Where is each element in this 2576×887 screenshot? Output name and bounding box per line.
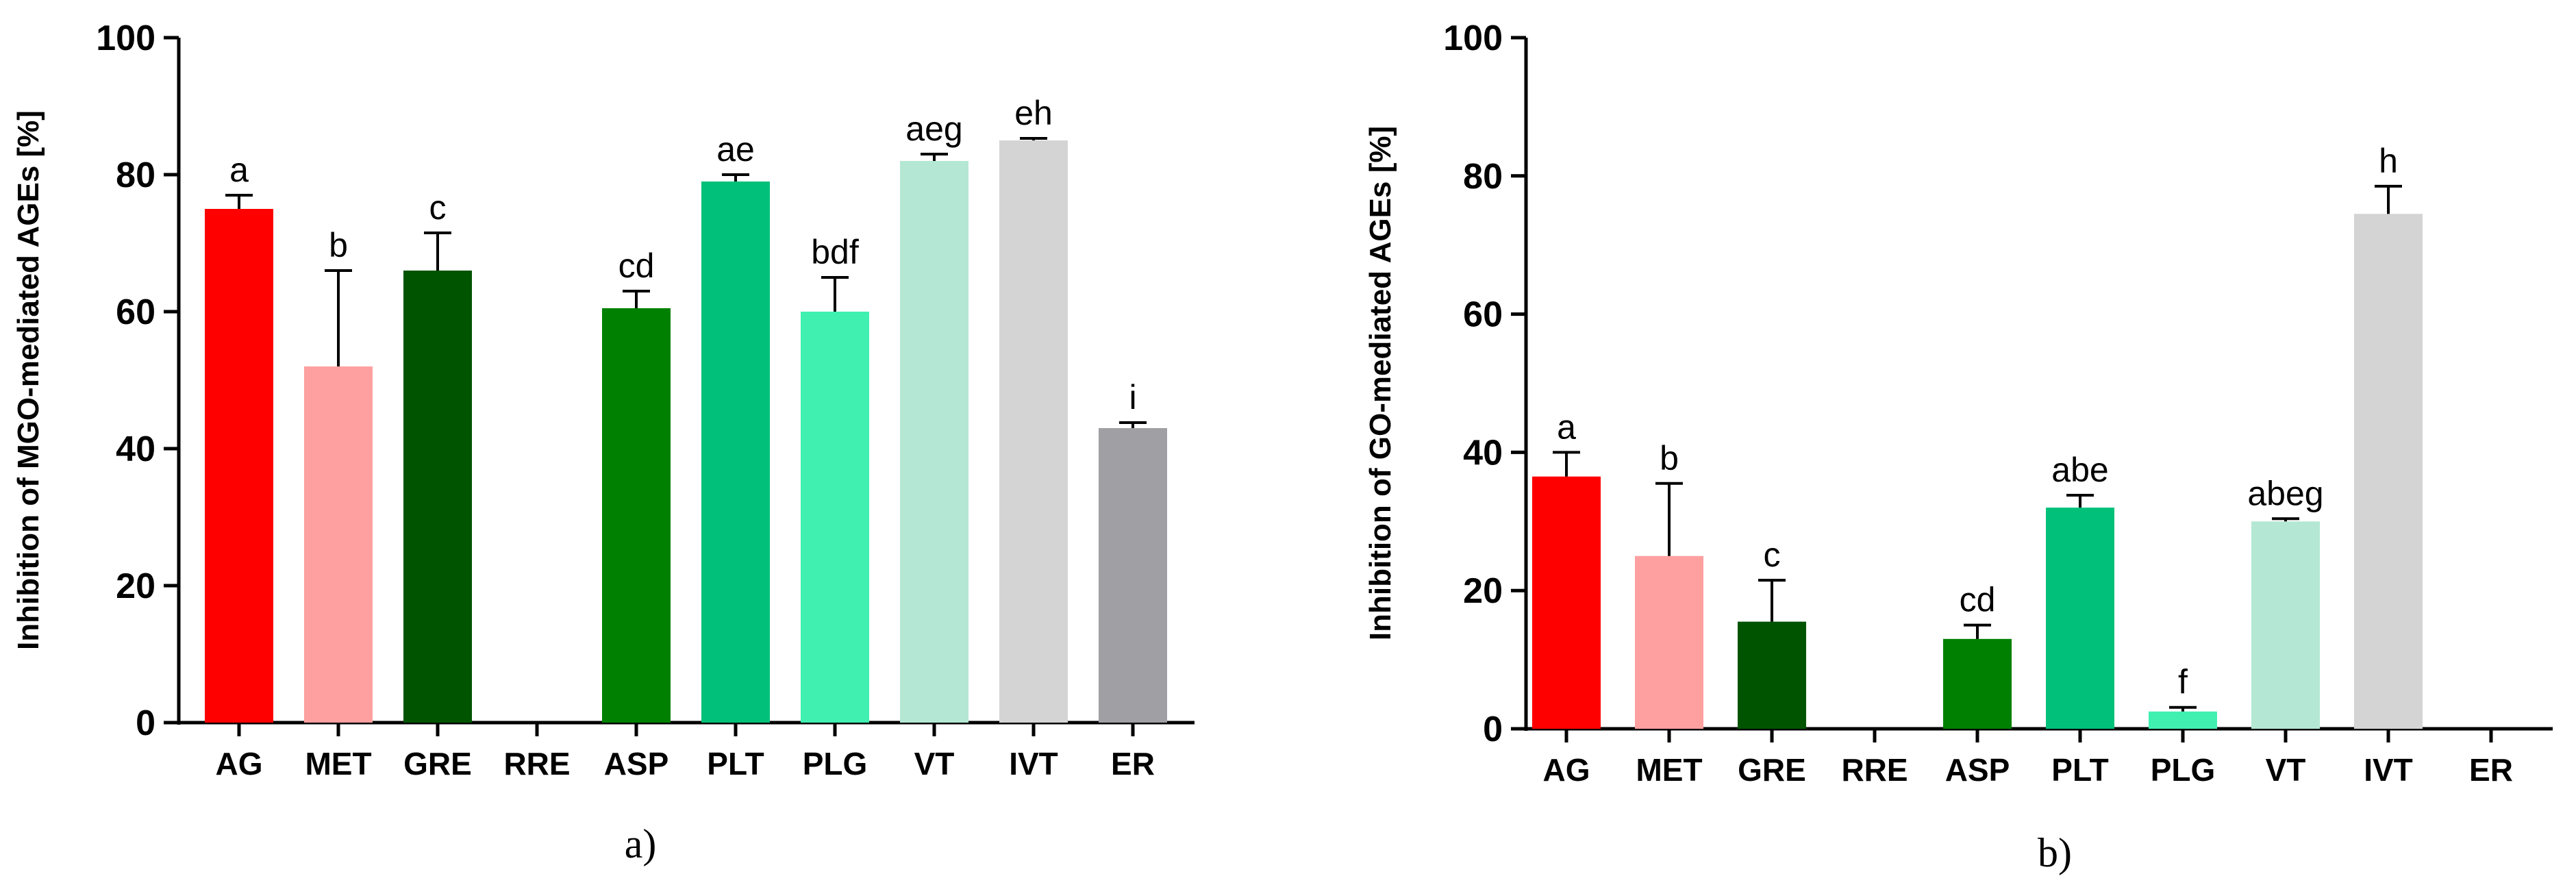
x-tick-label-ivt: IVT (2364, 752, 2413, 788)
x-tick-label-plt: PLT (707, 746, 764, 782)
bar-plg (801, 312, 869, 723)
x-tick-label-gre: GRE (1738, 752, 1806, 788)
sig-label-gre: c (429, 188, 447, 227)
sig-label-plt: abe (2051, 451, 2108, 489)
sig-label-vt: abeg (2247, 474, 2323, 512)
sig-label-ag: a (229, 151, 249, 189)
bar-vt (900, 161, 968, 723)
x-tick-label-er: ER (2469, 752, 2513, 788)
x-tick-label-gre: GRE (403, 746, 472, 782)
y-tick-label: 40 (1463, 433, 1503, 473)
bar-er (1099, 428, 1167, 723)
chart-panel-a: 0 20 40 60 80 100 Inhibition of MGO-mediated A… (12, 18, 1195, 866)
sig-label-er: i (1129, 378, 1136, 416)
sig-label-asp: cd (618, 247, 655, 285)
y-axis-title: Inhibition of GO-mediated AGEs [%] (1364, 126, 1397, 640)
bar-ivt (999, 140, 1068, 723)
y-tick-label: 0 (1483, 710, 1503, 749)
x-tick-label-ivt: IVT (1009, 746, 1058, 782)
x-tick-label-plg: PLG (803, 746, 868, 782)
sig-label-plg: f (2178, 663, 2188, 701)
x-tick-label-plg: PLG (2151, 752, 2216, 788)
y-tick-label: 40 (116, 429, 155, 469)
bar-met (1635, 555, 1703, 729)
x-tick-label-rre: RRE (503, 746, 570, 782)
bar-gre (1738, 621, 1806, 729)
y-tick-label: 80 (1463, 157, 1503, 197)
x-tick-label-asp: ASP (604, 746, 669, 782)
y-tick-label: 20 (116, 566, 155, 606)
bar-plg (2149, 711, 2217, 729)
y-tick-label: 20 (1463, 571, 1503, 611)
sig-label-vt: aeg (905, 110, 962, 148)
sig-label-ag: a (1557, 408, 1576, 446)
bar-plt (701, 182, 770, 723)
x-tick-label-met: MET (1636, 752, 1702, 788)
bar-vt (2251, 521, 2320, 729)
sig-label-plg: bdf (811, 233, 859, 271)
y-tick-label: 100 (96, 18, 155, 58)
x-tick-label-ag: AG (216, 746, 263, 782)
y-tick-label: 60 (1463, 295, 1503, 335)
panel-label: a) (625, 821, 657, 866)
sig-label-ivt: h (2379, 142, 2398, 180)
chart-panel-b: 0 20 40 60 80 100 Inhibition of GO-mediated AG… (1364, 18, 2553, 875)
x-tick-label-met: MET (305, 746, 371, 782)
bar-ag (205, 209, 273, 723)
y-tick-label: 60 (116, 292, 155, 332)
sig-label-ivt: eh (1014, 94, 1053, 132)
x-tick-label-plt: PLT (2051, 752, 2108, 788)
x-tick-label-rre: RRE (1841, 752, 1908, 788)
x-tick-label-asp: ASP (1945, 752, 2010, 788)
sig-label-met: b (1660, 439, 1679, 477)
sig-label-gre: c (1764, 536, 1781, 574)
bar-asp (1943, 638, 2012, 729)
x-tick-label-er: ER (1111, 746, 1155, 782)
y-tick-label: 80 (116, 155, 155, 195)
y-tick-label: 0 (136, 703, 155, 743)
panel-label: b) (2038, 830, 2072, 875)
sig-label-asp: cd (1960, 581, 1996, 619)
sig-label-plt: ae (716, 130, 755, 168)
x-tick-label-vt: VT (914, 746, 955, 782)
bar-asp (602, 308, 671, 723)
bar-plt (2046, 508, 2114, 729)
bar-ag (1532, 476, 1601, 729)
bar-ivt (2354, 214, 2423, 729)
y-tick-label: 100 (1443, 18, 1503, 58)
bar-gre (403, 271, 472, 723)
y-axis-title: Inhibition of MGO-mediated AGEs [%] (12, 110, 45, 650)
sig-label-met: b (329, 226, 348, 264)
x-tick-label-vt: VT (2266, 752, 2306, 788)
bar-met (304, 366, 373, 723)
x-tick-label-ag: AG (1543, 752, 1590, 788)
